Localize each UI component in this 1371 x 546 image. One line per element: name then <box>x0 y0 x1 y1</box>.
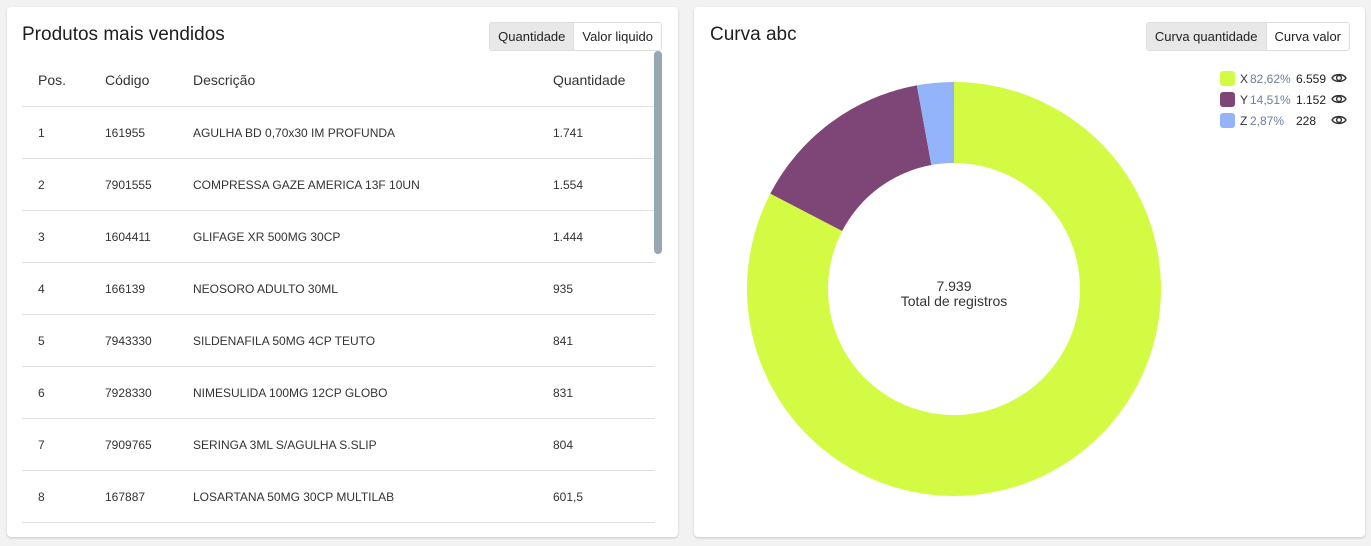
eye-icon[interactable] <box>1331 92 1347 109</box>
row-position: 5 <box>38 334 45 348</box>
legend-percentage: 14,51% <box>1250 93 1291 107</box>
row-description: SILDENAFILA 50MG 4CP TEUTO <box>193 334 376 348</box>
row-code: 167887 <box>105 490 146 504</box>
legend-item-y[interactable]: Y 14,51% 1.152 <box>1220 90 1350 111</box>
legend-letter: Z <box>1240 114 1248 128</box>
row-quantity: 804 <box>553 438 574 452</box>
row-code: 161955 <box>105 126 146 140</box>
row-code: 7909765 <box>105 438 152 452</box>
table-row[interactable]: 1 161955 AGULHA BD 0,70x30 IM PROFUNDA 1.74… <box>22 107 655 159</box>
abc-curve-card: Curva abc Curva quantidade Curva valor 7… <box>694 7 1365 537</box>
center-total-value: 7.939 <box>936 278 971 294</box>
eye-icon[interactable] <box>1331 71 1347 88</box>
legend-percentage: 82,62% <box>1250 72 1291 86</box>
curve-toggle: Curva quantidade Curva valor <box>1145 22 1350 51</box>
row-position: 4 <box>38 282 45 296</box>
products-table: Pos. Código Descrição Quantidade 1 161955… <box>22 55 655 527</box>
row-position: 8 <box>38 490 45 504</box>
chart-legend: X 82,62% 6.559 Y 14,51% 1.152 Z 2,87% 228 <box>1220 69 1350 132</box>
row-quantity: 935 <box>553 282 574 296</box>
table-row[interactable]: 6 7928330 NIMESULIDA 100MG 12CP GLOBO 831 <box>22 367 655 419</box>
column-header-quantity[interactable]: Quantidade <box>553 72 626 88</box>
row-description: AGULHA BD 0,70x30 IM PROFUNDA <box>193 126 396 140</box>
table-row[interactable]: 7 7909765 SERINGA 3ML S/AGULHA S.SLIP 804 <box>22 419 655 471</box>
row-code: 1604411 <box>105 230 151 244</box>
row-position: 2 <box>38 178 45 192</box>
row-description: SERINGA 3ML S/AGULHA S.SLIP <box>193 438 377 452</box>
top-products-card: Produtos mais vendidos Quantidade Valor … <box>7 7 678 537</box>
legend-value: 6.559 <box>1296 72 1327 86</box>
row-quantity: 601,5 <box>553 490 584 504</box>
legend-swatch <box>1220 113 1235 128</box>
row-quantity: 1.554 <box>553 178 584 192</box>
table-row[interactable]: 3 1604411 GLIFAGE XR 500MG 30CP 1.444 <box>22 211 655 263</box>
eye-icon[interactable] <box>1331 113 1347 130</box>
legend-swatch <box>1220 92 1235 107</box>
donut-slice-y[interactable] <box>770 85 932 231</box>
row-quantity: 841 <box>553 334 574 348</box>
row-position: 6 <box>38 386 45 400</box>
value-curve-button[interactable]: Curva valor <box>1265 23 1349 50</box>
legend-value: 1.152 <box>1296 93 1327 107</box>
table-row[interactable]: 4 166139 NEOSORO ADULTO 30ML 935 <box>22 263 655 315</box>
legend-swatch <box>1220 71 1235 86</box>
legend-item-x[interactable]: X 82,62% 6.559 <box>1220 69 1350 90</box>
row-position: 7 <box>38 438 45 452</box>
row-description: NIMESULIDA 100MG 12CP GLOBO <box>193 386 388 400</box>
table-header: Pos. Código Descrição Quantidade <box>22 55 655 107</box>
row-code: 7928330 <box>105 386 152 400</box>
row-code: 7901555 <box>105 178 152 192</box>
row-quantity: 1.444 <box>553 230 584 244</box>
metric-toggle: Quantidade Valor liquido <box>489 22 662 51</box>
row-quantity: 1.741 <box>553 126 584 140</box>
table-scrollbar[interactable] <box>654 51 662 254</box>
quantity-toggle-button[interactable]: Quantidade <box>490 23 574 50</box>
row-quantity: 831 <box>553 386 574 400</box>
donut-slice-z[interactable] <box>916 82 954 166</box>
center-total-label: Total de registros <box>901 293 1008 309</box>
legend-value: 228 <box>1296 114 1317 128</box>
table-row[interactable]: 2 7901555 COMPRESSA GAZE AMERICA 13F 10UN 1… <box>22 159 655 211</box>
net-value-toggle-button[interactable]: Valor liquido <box>573 23 661 50</box>
legend-percentage: 2,87% <box>1250 114 1285 128</box>
column-header-description[interactable]: Descrição <box>193 72 256 88</box>
row-description: GLIFAGE XR 500MG 30CP <box>193 230 341 244</box>
legend-item-z[interactable]: Z 2,87% 228 <box>1220 111 1350 132</box>
card-title: Produtos mais vendidos <box>22 24 225 45</box>
donut-slice-x[interactable] <box>747 82 1161 496</box>
column-header-pos[interactable]: Pos. <box>38 72 67 88</box>
row-description: LOSARTANA 50MG 30CP MULTILAB <box>193 490 395 504</box>
card-title: Curva abc <box>710 24 797 45</box>
row-code: 166139 <box>105 282 146 296</box>
table-body: 1 161955 AGULHA BD 0,70x30 IM PROFUNDA 1.74… <box>22 107 655 523</box>
column-header-code[interactable]: Código <box>105 72 150 88</box>
donut-chart: 7.939 Total de registros <box>747 82 1161 496</box>
row-description: COMPRESSA GAZE AMERICA 13F 10UN <box>193 178 420 192</box>
quantity-curve-button[interactable]: Curva quantidade <box>1146 23 1266 50</box>
legend-letter: Y <box>1240 93 1249 107</box>
legend-letter: X <box>1240 72 1249 86</box>
row-position: 3 <box>38 230 45 244</box>
row-description: NEOSORO ADULTO 30ML <box>193 282 338 296</box>
row-position: 1 <box>38 126 45 140</box>
row-code: 7943330 <box>105 334 152 348</box>
table-row[interactable]: 8 167887 LOSARTANA 50MG 30CP MULTILAB 601,5 <box>22 471 655 523</box>
table-row[interactable]: 5 7943330 SILDENAFILA 50MG 4CP TEUTO 841 <box>22 315 655 367</box>
